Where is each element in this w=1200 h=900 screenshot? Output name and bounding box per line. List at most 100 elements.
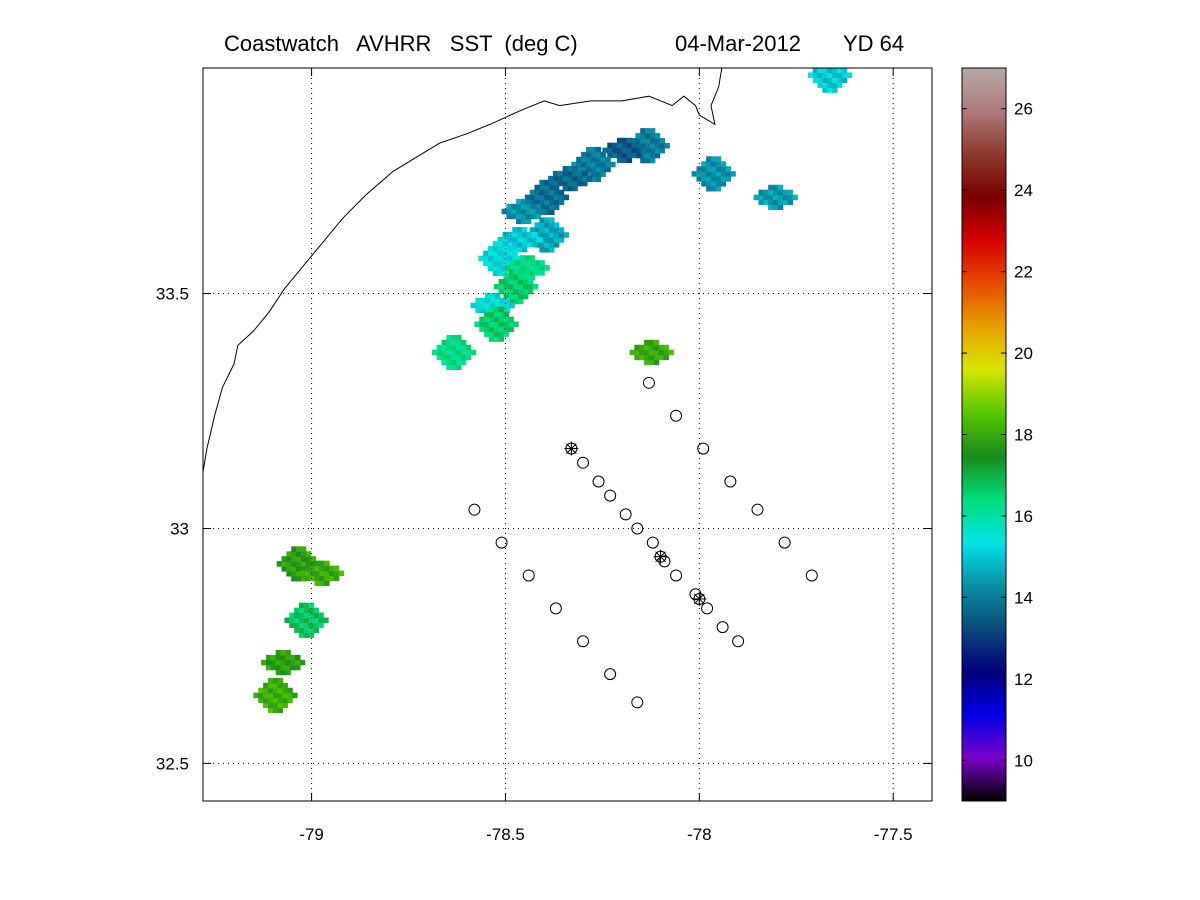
sst-cell [507, 241, 513, 248]
sst-cell [267, 702, 274, 709]
sst-cell [277, 687, 284, 694]
sst-cell [636, 142, 642, 149]
sst-cell [529, 194, 536, 201]
sst-cell [516, 213, 522, 220]
sst-cell [777, 194, 784, 201]
sst-cell [285, 664, 291, 671]
sst-cell [287, 692, 293, 699]
sst-cell [645, 147, 651, 154]
station-marker [689, 588, 702, 601]
sst-cell [544, 217, 550, 223]
sst-cell [562, 185, 569, 192]
sst-cell [272, 677, 279, 684]
sst-cell [498, 321, 505, 328]
sst-cell [807, 72, 814, 78]
sst-cell [521, 241, 528, 248]
y-tick-label: 33 [170, 519, 189, 538]
sst-cell [324, 570, 330, 577]
sst-cell [817, 77, 824, 83]
sst-cell [508, 288, 514, 295]
sst-cell [492, 255, 499, 262]
y-tick-labels: 32.5 33 33.5 [156, 285, 189, 774]
sst-cell [527, 283, 534, 290]
sst-cell [558, 237, 565, 243]
sst-cell [272, 702, 279, 709]
sst-cell [498, 326, 505, 332]
sst-cell [645, 157, 651, 164]
station-marker [751, 503, 764, 516]
sst-cell [517, 255, 523, 262]
x-tick-label: -79 [299, 825, 324, 844]
sst-cell [539, 232, 545, 238]
sst-cell [530, 208, 537, 215]
sst-cell [629, 349, 635, 356]
sst-cell [549, 222, 555, 228]
sst-cell [534, 260, 540, 266]
sst-cell [648, 359, 655, 366]
sst-cell [441, 349, 447, 356]
sst-cell [258, 687, 264, 694]
sst-cell [323, 617, 329, 624]
sst-cell [518, 278, 524, 285]
sst-cell [493, 326, 500, 332]
sst-cell [503, 321, 509, 328]
sst-cell [653, 359, 660, 366]
sst-cell [539, 179, 545, 186]
sst-cell [557, 175, 564, 182]
sst-cell [553, 242, 560, 248]
sst-cell [626, 142, 633, 149]
sst-cell [493, 316, 500, 323]
sst-cell [508, 269, 514, 275]
sst-cell [446, 359, 452, 366]
sst-cell [280, 659, 287, 666]
sst-cell [287, 687, 293, 694]
sst-cell [522, 283, 529, 290]
sst-cell [291, 556, 297, 562]
sst-cell [318, 622, 324, 628]
sst-cell [836, 68, 843, 69]
sst-cell [303, 622, 310, 628]
sst-cell [309, 565, 316, 572]
sst-cell [313, 622, 319, 628]
sst-cell [479, 326, 485, 332]
sst-cell [272, 682, 279, 689]
sst-cell [572, 170, 578, 177]
sst-cell [648, 354, 655, 361]
sst-cell [720, 161, 727, 167]
sst-cell [267, 692, 274, 699]
sst-cell [480, 307, 486, 314]
sst-cell [488, 331, 495, 337]
sst-cell [286, 566, 292, 572]
sst-cell [441, 344, 447, 351]
sst-cell [602, 147, 608, 154]
station-star-stroke [655, 551, 666, 563]
sst-cell [525, 213, 532, 220]
sst-cell [493, 306, 500, 313]
sst-cell [758, 189, 764, 196]
sst-cell [645, 128, 651, 134]
sst-cell [488, 250, 494, 257]
sst-cell [663, 354, 669, 361]
sst-cell [291, 575, 297, 582]
sst-cell [285, 649, 291, 656]
sst-cell [691, 171, 698, 177]
sst-cell [290, 664, 296, 671]
sst-cell [267, 707, 274, 714]
sst-cell [313, 612, 319, 619]
sst-heatmap [253, 68, 853, 714]
sst-cell [507, 236, 513, 243]
sst-cell [520, 213, 527, 220]
sst-cell [520, 218, 527, 225]
sst-cell [654, 142, 661, 149]
sst-cell [649, 128, 656, 134]
sst-cell [549, 217, 555, 223]
sst-cell [710, 161, 717, 167]
sst-cell [644, 339, 650, 346]
sst-cell [621, 142, 628, 149]
sst-cell [812, 77, 819, 83]
sst-cell [553, 227, 560, 233]
sst-cell [272, 707, 279, 714]
plot-frame [202, 67, 933, 802]
sst-cell [710, 156, 717, 162]
sst-cell [305, 551, 312, 557]
